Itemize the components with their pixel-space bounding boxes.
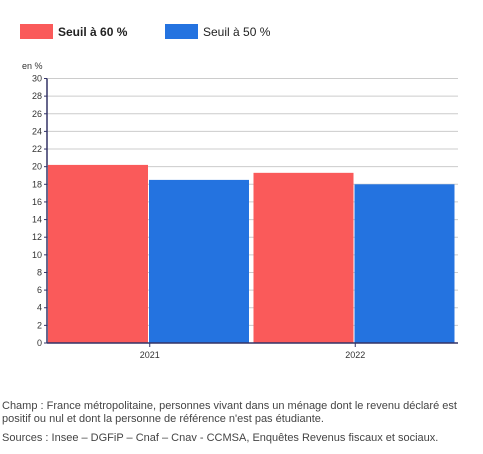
y-tick-label-8: 8 xyxy=(37,267,42,277)
y-tick-label-18: 18 xyxy=(32,179,42,189)
bar-2022-series-1 xyxy=(354,184,455,343)
y-axis-label: en % xyxy=(22,61,43,71)
y-tick-label-28: 28 xyxy=(32,91,42,101)
y-tick-label-24: 24 xyxy=(32,126,42,136)
y-tick-label-26: 26 xyxy=(32,109,42,119)
y-tick-label-0: 0 xyxy=(37,338,42,348)
y-tick-label-6: 6 xyxy=(37,285,42,295)
legend-label-seuil-50: Seuil à 50 % xyxy=(203,24,271,39)
x-tick-label-2022: 2022 xyxy=(345,350,365,360)
x-tick-label-2021: 2021 xyxy=(140,350,160,360)
y-tick-label-20: 20 xyxy=(32,162,42,172)
y-tick-label-22: 22 xyxy=(32,144,42,154)
note-sources: Sources : Insee – DGFiP – Cnaf – Cnav - … xyxy=(2,432,439,444)
bar-2021-series-0 xyxy=(48,164,148,343)
legend-label-seuil-60: Seuil à 60 % xyxy=(58,24,128,39)
legend-swatch-seuil-60 xyxy=(20,24,53,39)
legend: Seuil à 60 % Seuil à 50 % xyxy=(20,24,480,44)
y-tick-label-14: 14 xyxy=(32,215,42,225)
y-tick-label-10: 10 xyxy=(32,250,42,260)
legend-swatch-seuil-50 xyxy=(165,24,198,39)
y-tick-label-4: 4 xyxy=(37,303,42,313)
bar-2021-series-1 xyxy=(149,179,249,343)
y-tick-label-12: 12 xyxy=(32,232,42,242)
bar-2022-series-0 xyxy=(253,172,354,343)
y-tick-label-16: 16 xyxy=(32,197,42,207)
note-champ: Champ : France métropolitaine, personnes… xyxy=(2,400,457,425)
legend-item-seuil-50[interactable]: Seuil à 50 % xyxy=(165,24,270,39)
y-tick-label-2: 2 xyxy=(37,320,42,330)
y-tick-label-30: 30 xyxy=(32,74,42,84)
legend-item-seuil-60[interactable]: Seuil à 60 % xyxy=(20,24,127,39)
